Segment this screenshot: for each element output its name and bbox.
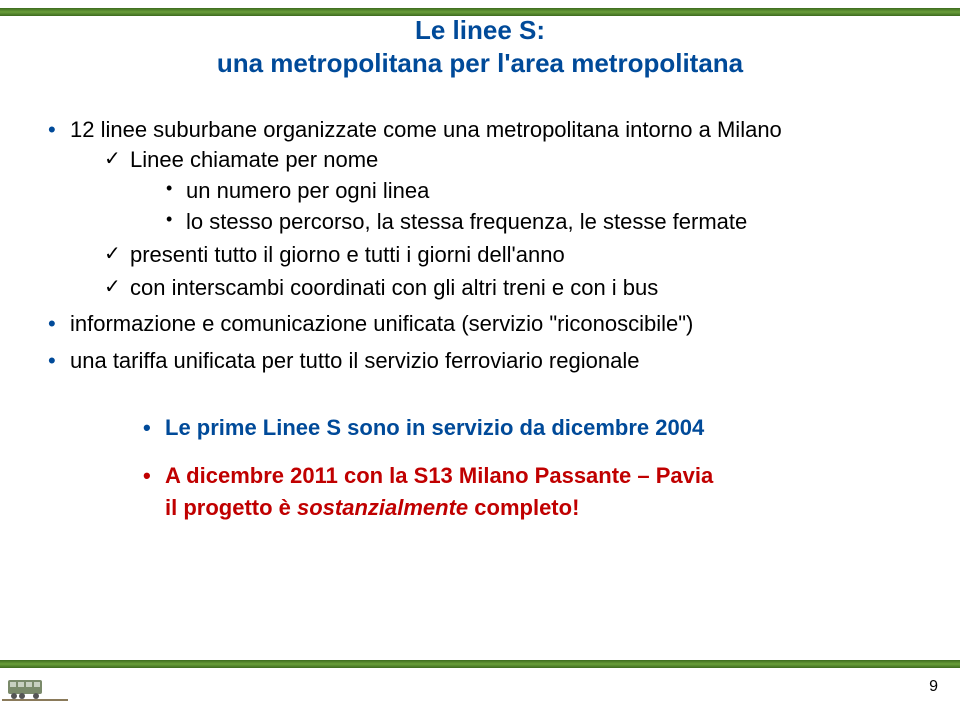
page-number: 9 xyxy=(929,678,938,696)
bullet-3: una tariffa unificata per tutto il servi… xyxy=(42,346,918,376)
slide-title: Le linee S: una metropolitana per l'area… xyxy=(0,14,960,79)
highlight-1: Le prime Linee S sono in servizio da dic… xyxy=(137,412,898,444)
bullet-3-text: una tariffa unificata per tutto il servi… xyxy=(70,348,639,373)
bullet-1-check-2-text: presenti tutto il giorno e tutti i giorn… xyxy=(130,242,565,267)
bullet-2: informazione e comunicazione unificata (… xyxy=(42,309,918,339)
bullet-1: 12 linee suburbane organizzate come una … xyxy=(42,115,918,303)
bullet-2-text: informazione e comunicazione unificata (… xyxy=(70,311,693,336)
title-line1: Le linee S: xyxy=(415,15,545,45)
slide-content: 12 linee suburbane organizzate come una … xyxy=(42,115,918,540)
bullet-1-check-1-sub-1: un numero per ogni linea xyxy=(164,176,918,207)
highlight-2-line1: A dicembre 2011 con la S13 Milano Passan… xyxy=(165,463,713,488)
bullet-1-check-2: presenti tutto il giorno e tutti i giorn… xyxy=(100,240,918,271)
highlight-1-text: Le prime Linee S sono in servizio da dic… xyxy=(165,415,704,440)
title-line2: una metropolitana per l'area metropolita… xyxy=(217,48,743,78)
highlight-2-line2b: completo! xyxy=(468,495,579,520)
bullet-1-check-1-sub-2: lo stesso percorso, la stessa frequenza,… xyxy=(164,207,918,238)
highlight-2-line2a: il progetto è xyxy=(165,495,297,520)
bottom-stripe xyxy=(0,660,960,668)
bullet-1-text: 12 linee suburbane organizzate come una … xyxy=(70,117,782,142)
highlight-2: A dicembre 2011 con la S13 Milano Passan… xyxy=(137,460,898,524)
bullet-1-check-1-sub-2-text: lo stesso percorso, la stessa frequenza,… xyxy=(186,209,747,234)
train-icon xyxy=(0,666,80,706)
bullet-1-check-1-text: Linee chiamate per nome xyxy=(130,147,378,172)
bullet-1-check-3: con interscambi coordinati con gli altri… xyxy=(100,273,918,304)
bullet-list: 12 linee suburbane organizzate come una … xyxy=(42,115,918,376)
bullet-1-check-1-sub-1-text: un numero per ogni linea xyxy=(186,178,429,203)
highlight-block: Le prime Linee S sono in servizio da dic… xyxy=(137,412,898,524)
highlight-2-emph: sostanzialmente xyxy=(297,495,468,520)
bullet-1-check-3-text: con interscambi coordinati con gli altri… xyxy=(130,275,658,300)
bullet-1-check-1: Linee chiamate per nome un numero per og… xyxy=(100,145,918,237)
